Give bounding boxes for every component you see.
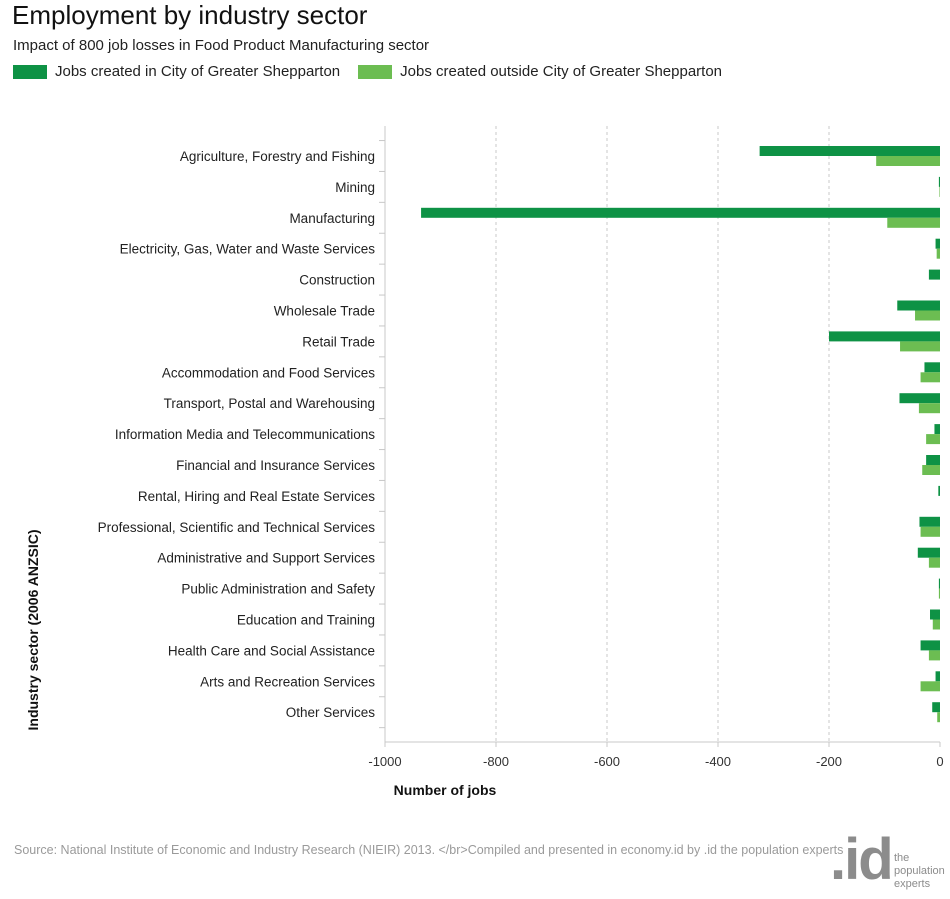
bar-inside [938, 176, 940, 187]
bar-outside [900, 341, 940, 352]
bar-outside [939, 186, 940, 197]
x-axis-title: Number of jobs [394, 782, 497, 798]
bar-outside [932, 619, 940, 630]
bar-outside [928, 650, 940, 661]
category-label: Manufacturing [289, 211, 375, 226]
x-tick-label: -600 [594, 754, 620, 769]
bar-inside [899, 393, 940, 404]
bar-outside [920, 372, 940, 383]
category-label: Retail Trade [302, 334, 375, 349]
bar-inside [930, 609, 940, 620]
x-tick-label: 0 [936, 754, 943, 769]
category-label: Professional, Scientific and Technical S… [98, 520, 376, 535]
bar-outside [936, 248, 940, 259]
category-label: Information Media and Telecommunications [115, 427, 375, 442]
logo-mark: .id [830, 827, 894, 892]
category-label: Arts and Recreation Services [200, 674, 375, 689]
category-label: Agriculture, Forestry and Fishing [180, 149, 375, 164]
bar-outside [918, 403, 940, 414]
bar-inside [932, 702, 940, 713]
bar-outside [887, 217, 940, 228]
bar-outside [915, 310, 940, 321]
chart-subtitle: Impact of 800 job losses in Food Product… [13, 37, 430, 54]
bar-inside [935, 671, 940, 682]
category-label: Other Services [286, 705, 376, 720]
x-tick-label: -400 [705, 754, 731, 769]
bar-inside [829, 331, 940, 342]
id-logo: .id the population experts [830, 827, 948, 898]
legend-swatch-outside [358, 64, 393, 79]
category-label: Rental, Hiring and Real Estate Services [138, 489, 375, 504]
bar-outside [876, 156, 940, 166]
bar-inside [421, 207, 940, 218]
category-label: Administrative and Support Services [157, 551, 375, 566]
bar-inside [938, 578, 940, 589]
category-label: Electricity, Gas, Water and Waste Servic… [120, 242, 376, 257]
legend-swatch-inside [13, 64, 47, 79]
bar-inside [934, 424, 940, 435]
bar-outside [928, 557, 940, 568]
bar-inside [924, 362, 940, 373]
bar-outside [920, 681, 940, 692]
bar-inside [926, 455, 940, 465]
bar-inside [759, 146, 940, 156]
bar-outside [920, 526, 940, 537]
legend-label-inside: Jobs created in City of Greater Sheppart… [55, 63, 341, 80]
bar-inside [938, 485, 940, 496]
category-label: Public Administration and Safety [181, 582, 375, 597]
category-label: Wholesale Trade [274, 304, 375, 319]
category-label: Education and Training [237, 613, 375, 628]
bar-inside [935, 238, 940, 249]
y-axis-title: Industry sector (2006 ANZSIC) [25, 530, 41, 731]
legend: Jobs created in City of Greater Sheppart… [13, 63, 740, 80]
category-label: Construction [299, 273, 375, 288]
bar-outside [938, 588, 940, 599]
source-note: Source: National Institute of Economic a… [14, 843, 844, 857]
bar-chart: -1000 -800 -600 -400 -200 0 Agriculture, Fores… [25, 126, 944, 798]
bar-outside [926, 434, 940, 445]
legend-item-outside[interactable]: Jobs created outside City of Greater She… [358, 63, 722, 80]
category-label: Accommodation and Food Services [162, 365, 375, 380]
category-label: Mining [335, 180, 375, 195]
category-label: Transport, Postal and Warehousing [164, 396, 375, 411]
x-tick-label: -1000 [368, 754, 401, 769]
bar-inside [928, 269, 940, 280]
bar-inside [919, 516, 940, 527]
bar-outside [937, 712, 940, 723]
bar-inside [897, 300, 940, 311]
bar-inside [920, 640, 940, 651]
category-label: Financial and Insurance Services [176, 458, 375, 473]
x-tick-label: -200 [816, 754, 842, 769]
bar-inside [917, 547, 940, 558]
legend-label-outside: Jobs created outside City of Greater She… [400, 63, 723, 80]
bar-outside [922, 465, 940, 475]
x-tick-label: -800 [483, 754, 509, 769]
chart-title: Employment by industry sector [12, 0, 368, 30]
category-label: Health Care and Social Assistance [168, 643, 375, 658]
legend-item-inside[interactable]: Jobs created in City of Greater Sheppart… [13, 63, 340, 80]
logo-tagline: the population experts [894, 852, 945, 890]
